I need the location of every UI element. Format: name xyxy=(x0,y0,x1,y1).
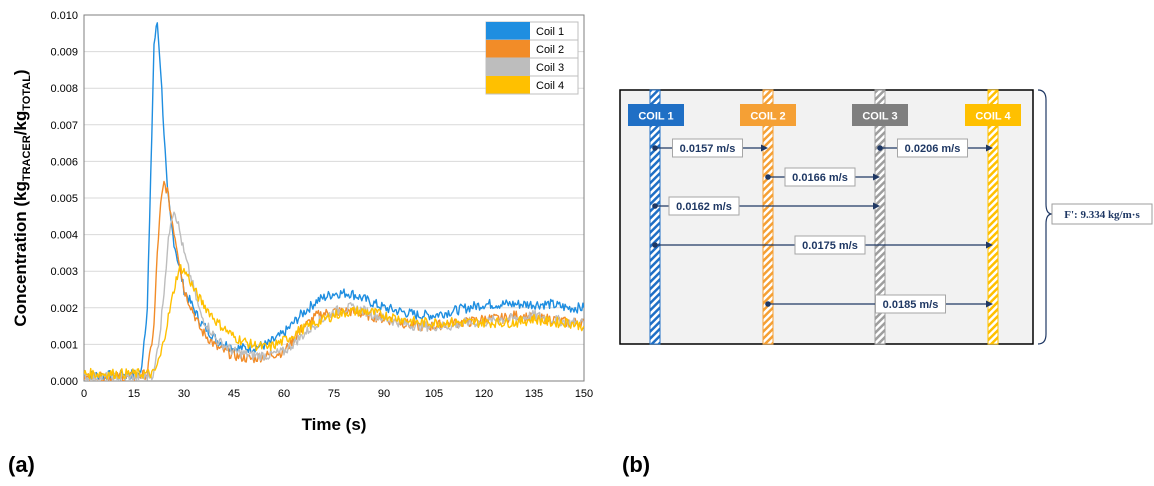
series-line xyxy=(84,264,584,380)
legend-entry: Coil 2 xyxy=(536,44,564,56)
legend-swatch xyxy=(486,58,530,76)
x-tick-labels: 0 15 30 45 60 75 90 105 120 135 150 xyxy=(81,388,593,400)
velocity-label-box xyxy=(794,235,866,255)
y-axis-label-subscript: TRACER xyxy=(21,135,33,181)
coil-2-bar xyxy=(762,89,774,345)
y-axis-label-subscript: TOTAL xyxy=(21,75,33,111)
coil-4-bar xyxy=(987,89,999,345)
concentration-chart: 0 15 30 45 60 75 90 105 120 135 150 0.0000.0010.00… xyxy=(11,10,593,434)
arrow-head xyxy=(761,144,768,152)
coil-2-badge xyxy=(740,104,796,126)
y-tick-label: 0.009 xyxy=(50,47,78,59)
velocity-arrows: 0.0157 m/s 0.0206 m/s 0.0166 m/s 0.0162 m/s… xyxy=(652,138,993,314)
y-tick-label: 0.007 xyxy=(50,120,78,132)
velocity-arrow: 0.0166 m/s xyxy=(765,167,880,187)
coil-4-badge xyxy=(965,104,1021,126)
y-axis-label-part: ) xyxy=(11,69,30,75)
flux-label-box xyxy=(1051,203,1153,225)
coil-3-label: COIL 3 xyxy=(862,111,897,123)
legend-entry: Coil 3 xyxy=(536,62,564,74)
x-axis-label: Time (s) xyxy=(302,415,367,434)
series-group xyxy=(84,22,584,381)
arrow-head xyxy=(873,202,880,210)
velocity-label: 0.0206 m/s xyxy=(905,143,961,155)
x-tick-label: 45 xyxy=(228,388,240,400)
velocity-label: 0.0157 m/s xyxy=(680,143,736,155)
x-tick-label: 135 xyxy=(525,388,543,400)
legend-swatch xyxy=(486,22,530,40)
arrow-head xyxy=(986,300,993,308)
x-tick-label: 75 xyxy=(328,388,340,400)
coil-3-bar xyxy=(874,89,886,345)
coil-1-label: COIL 1 xyxy=(638,111,673,123)
x-tick-label: 105 xyxy=(425,388,443,400)
legend-swatch xyxy=(486,76,530,94)
coil-velocity-diagram: COIL 1 COIL 2 COIL 3 COIL 4 0.0157 m/s 0.020… xyxy=(619,89,1153,345)
chart-legend: Coil 1 Coil 2 Coil 3 Coil 4 xyxy=(485,21,579,95)
panel-label-b: (b) xyxy=(622,452,651,477)
velocity-arrow: 0.0206 m/s xyxy=(877,138,993,158)
coil-4-label: COIL 4 xyxy=(975,111,1011,123)
arrow-head xyxy=(873,173,880,181)
series-line xyxy=(84,180,584,381)
y-tick-label: 0.003 xyxy=(50,266,78,278)
legend-entry: Coil 1 xyxy=(536,26,564,38)
y-tick-label: 0.005 xyxy=(50,193,78,205)
velocity-arrow: 0.0175 m/s xyxy=(652,235,993,255)
panel-label-a: (a) xyxy=(8,452,35,477)
velocity-label-box xyxy=(897,138,968,158)
y-tick-label: 0.010 xyxy=(50,10,78,22)
velocity-label: 0.0166 m/s xyxy=(792,172,848,184)
y-tick-label: 0.006 xyxy=(50,156,78,168)
velocity-label-box xyxy=(668,196,740,216)
y-tick-labels: 0.000 0.001 0.002 0.003 0.004 0.005 0.006 0.007… xyxy=(50,10,78,388)
velocity-label-box xyxy=(784,167,856,187)
y-tick-label: 0.001 xyxy=(50,339,78,351)
y-axis-label-part: /kg xyxy=(11,111,30,136)
velocity-arrow: 0.0185 m/s xyxy=(765,294,993,314)
coil-2-label: COIL 2 xyxy=(750,111,785,123)
channel-box xyxy=(619,89,1034,345)
x-tick-label: 30 xyxy=(178,388,190,400)
coil-1-bar xyxy=(649,89,661,345)
y-tick-label: 0.002 xyxy=(50,303,78,315)
arrow-head xyxy=(986,144,993,152)
coil-group: COIL 1 COIL 2 COIL 3 COIL 4 xyxy=(628,89,1021,345)
flux-brace xyxy=(1037,89,1053,345)
x-tick-label: 0 xyxy=(81,388,87,400)
velocity-label-box xyxy=(875,294,946,314)
y-tick-label: 0.000 xyxy=(50,376,78,388)
x-tick-label: 120 xyxy=(475,388,493,400)
legend-swatch xyxy=(486,40,530,58)
x-tick-label: 60 xyxy=(278,388,290,400)
velocity-arrow: 0.0157 m/s xyxy=(652,138,768,158)
velocity-label: 0.0162 m/s xyxy=(676,201,732,213)
coil-1-badge xyxy=(628,104,684,126)
y-axis-label-part: Concentration (kg xyxy=(11,181,30,326)
velocity-label-box xyxy=(672,138,743,158)
x-tick-label: 15 xyxy=(128,388,140,400)
y-tick-label: 0.008 xyxy=(50,83,78,95)
coil-3-badge xyxy=(852,104,908,126)
arrow-head xyxy=(986,241,993,249)
velocity-arrow: 0.0162 m/s xyxy=(652,196,880,216)
flux-label: F': 9.334 kg/m·s xyxy=(1064,209,1140,221)
y-tick-label: 0.004 xyxy=(50,230,78,242)
y-axis-label: Concentration (kgTRACER/kgTOTAL) xyxy=(11,69,33,326)
x-tick-label: 150 xyxy=(575,388,593,400)
velocity-label: 0.0175 m/s xyxy=(802,240,858,252)
velocity-label: 0.0185 m/s xyxy=(883,299,939,311)
x-tick-label: 90 xyxy=(378,388,390,400)
legend-entry: Coil 4 xyxy=(536,80,564,92)
plot-area-frame xyxy=(83,14,585,382)
series-line xyxy=(84,22,584,381)
